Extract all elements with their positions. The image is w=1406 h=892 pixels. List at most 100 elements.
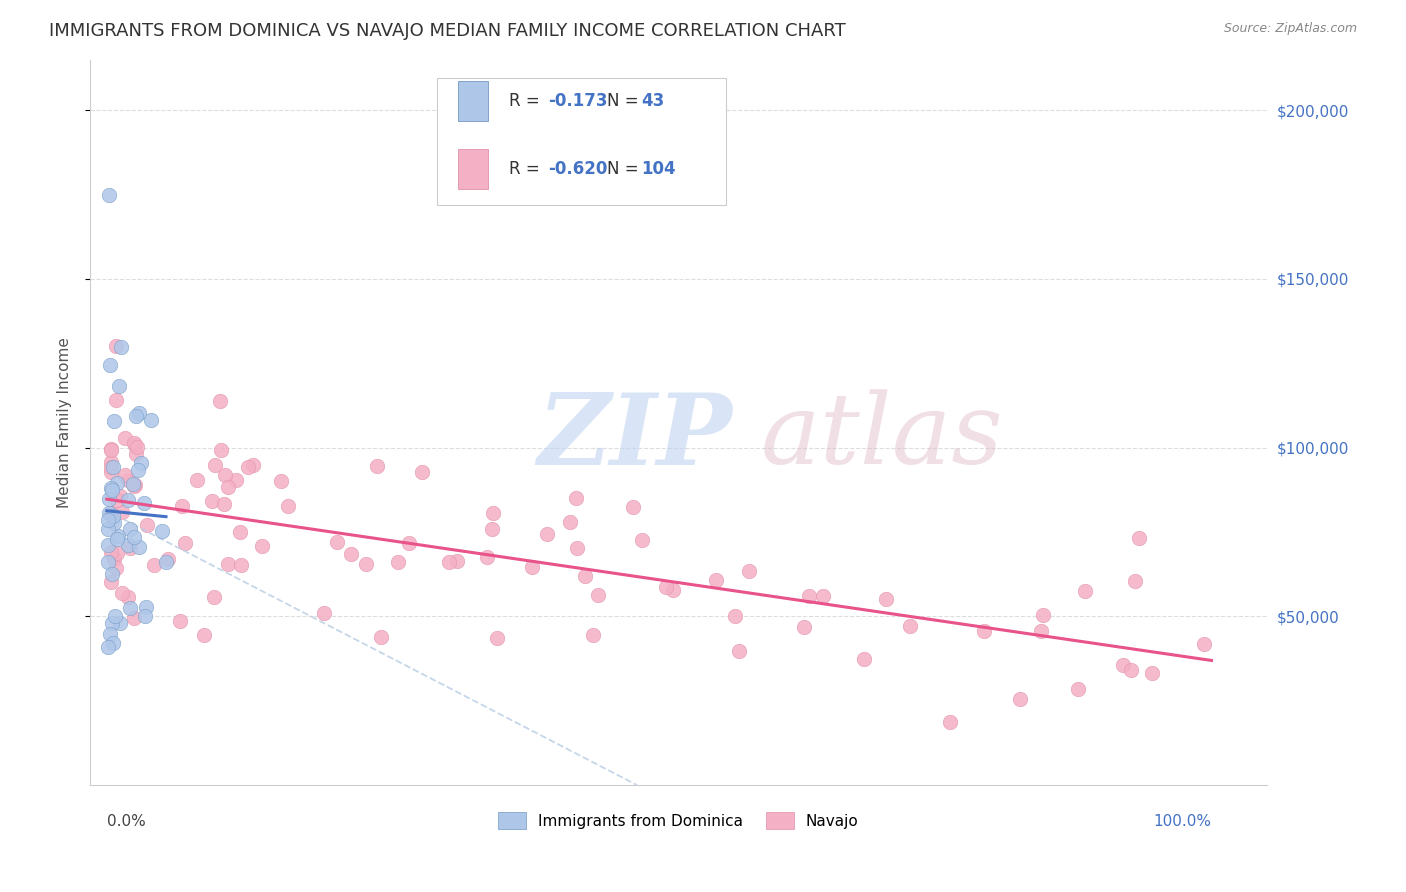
Text: N =: N = [607, 160, 644, 178]
Point [103, 509, 125, 524]
Point [142, 558, 165, 572]
Point [558, 515, 581, 529]
Point [105, 492, 128, 507]
Point [117, 538, 139, 552]
Point [100, 506, 122, 520]
Point [122, 477, 145, 491]
Point [631, 533, 654, 547]
Point [100, 455, 122, 469]
Point [236, 460, 259, 475]
Point [370, 630, 392, 644]
Point [813, 589, 835, 603]
Text: IMMIGRANTS FROM DOMINICA VS NAVAJO MEDIAN FAMILY INCOME CORRELATION CHART: IMMIGRANTS FROM DOMINICA VS NAVAJO MEDIA… [49, 22, 846, 40]
Point [117, 493, 139, 508]
Point [875, 592, 897, 607]
Point [135, 599, 157, 614]
Text: ZIP: ZIP [537, 389, 733, 485]
Point [108, 616, 131, 631]
Point [155, 555, 177, 569]
Point [120, 522, 142, 536]
Point [169, 614, 191, 628]
Point [114, 468, 136, 483]
Point [125, 409, 148, 423]
Point [103, 552, 125, 566]
Point [97, 513, 120, 527]
Point [326, 534, 349, 549]
Text: -0.620: -0.620 [548, 160, 607, 178]
Point [522, 560, 544, 574]
Point [100, 442, 122, 457]
Text: Source: ZipAtlas.com: Source: ZipAtlas.com [1223, 22, 1357, 36]
Point [111, 505, 134, 519]
Point [97, 555, 120, 569]
Point [100, 443, 122, 458]
Point [101, 459, 124, 474]
Point [662, 583, 685, 598]
Point [217, 479, 239, 493]
Point [793, 620, 815, 634]
Point [1112, 658, 1135, 673]
Point [481, 522, 503, 536]
Text: N =: N = [607, 92, 644, 111]
Point [202, 591, 225, 605]
Point [98, 507, 121, 521]
Point [270, 474, 292, 488]
Point [1029, 624, 1052, 638]
Point [250, 539, 273, 553]
Point [105, 475, 128, 490]
Point [214, 468, 236, 483]
Point [1074, 584, 1097, 599]
Point [101, 567, 124, 582]
Point [97, 491, 120, 506]
Text: 100.0%: 100.0% [1153, 814, 1212, 829]
Point [229, 558, 252, 572]
Point [128, 540, 150, 554]
Point [110, 340, 132, 354]
Point [174, 535, 197, 549]
Text: 0.0%: 0.0% [107, 814, 146, 829]
Point [973, 624, 995, 638]
Point [101, 483, 124, 497]
Point [128, 406, 150, 420]
Point [437, 555, 460, 569]
Point [101, 635, 124, 649]
Point [411, 465, 433, 479]
Point [186, 473, 208, 487]
Point [100, 460, 122, 475]
Point [97, 522, 120, 536]
Point [565, 541, 588, 555]
Point [118, 600, 141, 615]
Point [724, 608, 747, 623]
Point [217, 557, 239, 571]
Point [100, 545, 122, 559]
Point [122, 479, 145, 493]
Point [104, 609, 127, 624]
Point [127, 440, 149, 454]
Point [114, 431, 136, 445]
Point [1119, 663, 1142, 677]
Point [124, 438, 146, 452]
Point [852, 652, 875, 666]
Point [100, 481, 122, 495]
Point [201, 494, 224, 508]
Legend: Immigrants from Dominica, Navajo: Immigrants from Dominica, Navajo [492, 805, 865, 836]
Text: 104: 104 [641, 160, 675, 178]
Point [132, 496, 155, 510]
Point [100, 574, 122, 589]
Point [446, 554, 468, 568]
Point [105, 533, 128, 547]
Point [655, 580, 678, 594]
Text: atlas: atlas [761, 389, 1004, 484]
Point [103, 516, 125, 530]
Point [621, 500, 644, 514]
Point [120, 541, 142, 555]
Point [366, 459, 388, 474]
Point [139, 413, 162, 427]
Point [122, 436, 145, 450]
Point [728, 644, 751, 658]
Point [536, 527, 558, 541]
Point [97, 640, 120, 655]
Point [312, 606, 335, 620]
Point [208, 394, 231, 409]
Bar [458, 149, 488, 189]
